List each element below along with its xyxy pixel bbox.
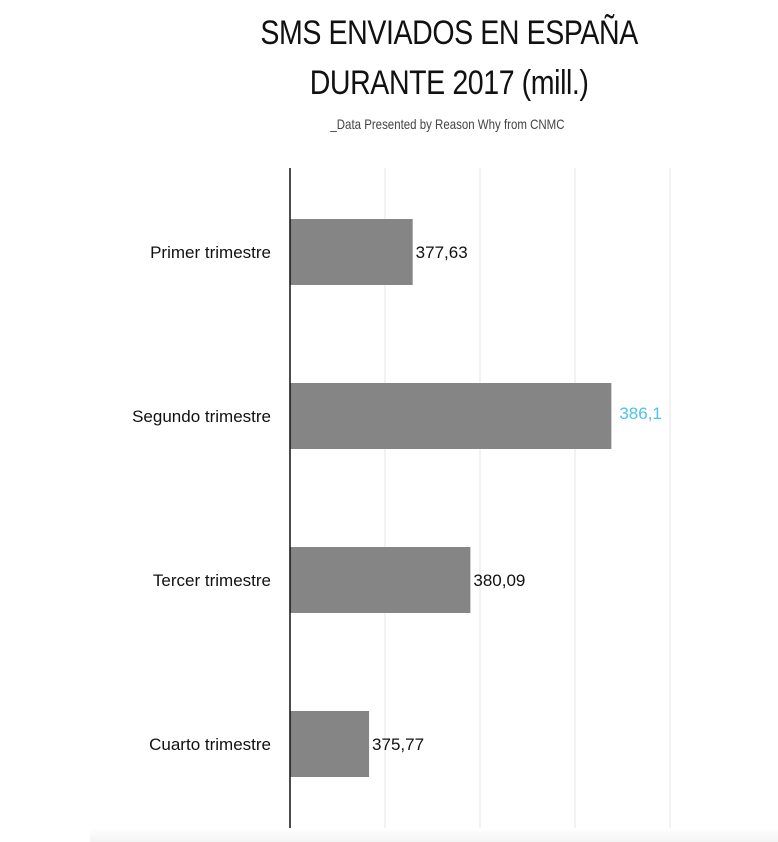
category-label-2: Segundo trimestre (132, 407, 271, 426)
chart-subtitle: _Data Presented by Reason Why from CNMC (330, 116, 565, 132)
category-label-4: Cuarto trimestre (149, 735, 271, 754)
category-label-3: Tercer trimestre (153, 571, 271, 590)
bar-2 (290, 383, 612, 449)
chart-title-line-2: DURANTE 2017 (mill.) (309, 64, 589, 102)
value-label-3: 380,09 (473, 571, 525, 590)
bar-3 (290, 547, 471, 613)
value-label-4: 375,77 (372, 735, 424, 754)
value-label-1: 377,63 (416, 243, 468, 262)
bottom-shadow-strip (90, 828, 778, 842)
bar-1 (290, 219, 413, 285)
category-label-1: Primer trimestre (150, 243, 271, 262)
bar-4 (290, 711, 370, 777)
chart-title-line-1: SMS ENVIADOS EN ESPAÑA (260, 14, 638, 52)
value-label-2: 386,1 (619, 404, 662, 423)
